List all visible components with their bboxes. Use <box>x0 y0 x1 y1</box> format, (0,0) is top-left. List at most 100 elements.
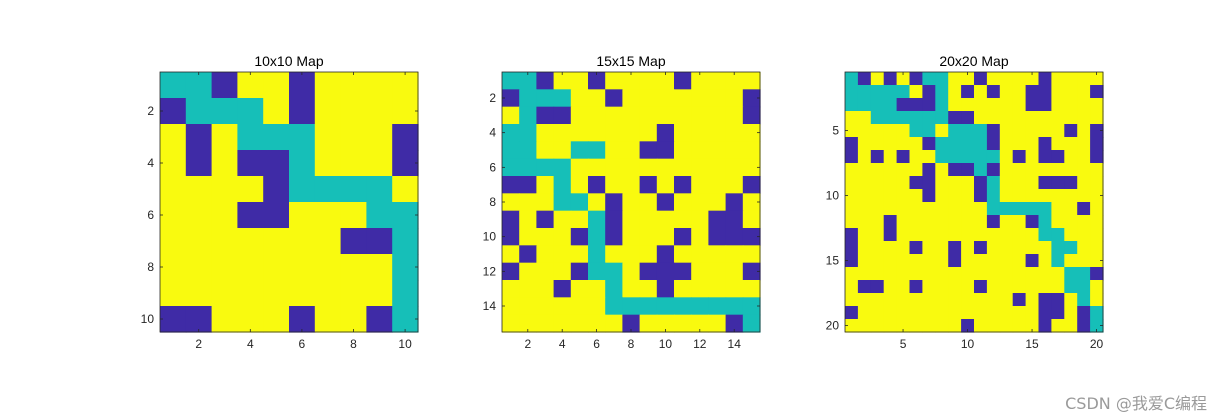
free-cell <box>1025 189 1040 203</box>
free-cell <box>725 124 744 142</box>
free-cell <box>986 254 1001 268</box>
free-cell <box>883 254 898 268</box>
free-cell <box>948 176 962 190</box>
free-cell <box>570 124 589 142</box>
free-cell <box>896 202 911 216</box>
free-cell <box>999 72 1014 86</box>
free-cell <box>588 89 606 108</box>
free-cell <box>570 176 589 194</box>
free-cell <box>639 228 658 246</box>
obstacle-cell <box>605 210 623 229</box>
path-cell <box>961 137 975 151</box>
free-cell <box>1012 111 1027 125</box>
free-cell <box>639 193 658 212</box>
free-cell <box>742 141 761 160</box>
obstacle-cell <box>502 228 520 246</box>
free-cell <box>909 267 923 281</box>
free-cell <box>314 124 342 151</box>
free-cell <box>708 245 727 264</box>
free-cell <box>999 280 1014 294</box>
free-cell <box>588 106 606 125</box>
obstacle-cell <box>639 176 658 194</box>
obstacle-cell <box>986 137 1001 151</box>
obstacle-cell <box>1012 150 1027 164</box>
axes-box <box>844 71 1104 333</box>
obstacle-cell <box>909 280 923 294</box>
free-cell <box>185 280 213 307</box>
free-cell <box>948 189 962 203</box>
obstacle-cell <box>870 150 885 164</box>
free-cell <box>185 254 213 281</box>
path-cell <box>392 306 419 333</box>
obstacle-cell <box>708 228 727 246</box>
path-cell <box>366 176 393 203</box>
free-cell <box>691 280 709 298</box>
free-cell <box>1090 241 1104 255</box>
free-cell <box>725 72 744 90</box>
obstacle-cell <box>1038 319 1052 333</box>
obstacle-cell <box>674 72 692 90</box>
obstacle-cell <box>1012 293 1027 307</box>
obstacle-cell <box>974 189 988 203</box>
free-cell <box>725 106 744 125</box>
obstacle-cell <box>674 262 692 281</box>
free-cell <box>211 228 238 255</box>
free-cell <box>519 314 537 333</box>
free-cell <box>857 254 872 268</box>
free-cell <box>845 293 859 307</box>
path-cell <box>725 297 744 316</box>
free-cell <box>896 176 911 190</box>
free-cell <box>1025 228 1040 242</box>
free-cell <box>845 280 859 294</box>
free-cell <box>656 89 675 108</box>
obstacle-cell <box>922 189 936 203</box>
free-cell <box>622 124 641 142</box>
free-cell <box>999 111 1014 125</box>
free-cell <box>1090 228 1104 242</box>
obstacle-cell <box>1051 306 1065 320</box>
free-cell <box>289 228 316 255</box>
free-cell <box>392 98 419 125</box>
free-cell <box>656 106 675 125</box>
free-cell <box>961 306 975 320</box>
x-tick-label: 10 <box>659 337 673 351</box>
path-cell <box>605 262 623 281</box>
path-cell <box>502 72 520 90</box>
free-cell <box>1064 319 1078 333</box>
free-cell <box>870 254 885 268</box>
free-cell <box>1077 85 1091 99</box>
path-cell <box>519 158 537 177</box>
free-cell <box>570 280 589 298</box>
free-cell <box>622 228 641 246</box>
free-cell <box>588 158 606 177</box>
obstacle-cell <box>1064 124 1078 138</box>
obstacle-cell <box>845 241 859 255</box>
free-cell <box>519 262 537 281</box>
free-cell <box>1090 189 1104 203</box>
free-cell <box>1064 228 1078 242</box>
y-tick-label: 6 <box>489 160 496 174</box>
obstacle-cell <box>185 306 213 333</box>
free-cell <box>1077 98 1091 112</box>
obstacle-cell <box>605 193 623 212</box>
free-cell <box>1077 150 1091 164</box>
obstacle-cell <box>340 228 367 255</box>
free-cell <box>1064 137 1078 151</box>
free-cell <box>160 228 187 255</box>
path-cell <box>392 228 419 255</box>
free-cell <box>639 106 658 125</box>
free-cell <box>622 245 641 264</box>
free-cell <box>961 267 975 281</box>
free-cell <box>237 306 264 333</box>
free-cell <box>185 202 213 229</box>
free-cell <box>883 202 898 216</box>
free-cell <box>742 280 761 298</box>
path-cell <box>935 72 949 86</box>
path-cell <box>553 89 572 108</box>
free-cell <box>1077 137 1091 151</box>
obstacle-cell <box>883 72 898 86</box>
obstacle-cell <box>588 176 606 194</box>
free-cell <box>553 228 572 246</box>
free-cell <box>961 228 975 242</box>
free-cell <box>340 98 367 125</box>
